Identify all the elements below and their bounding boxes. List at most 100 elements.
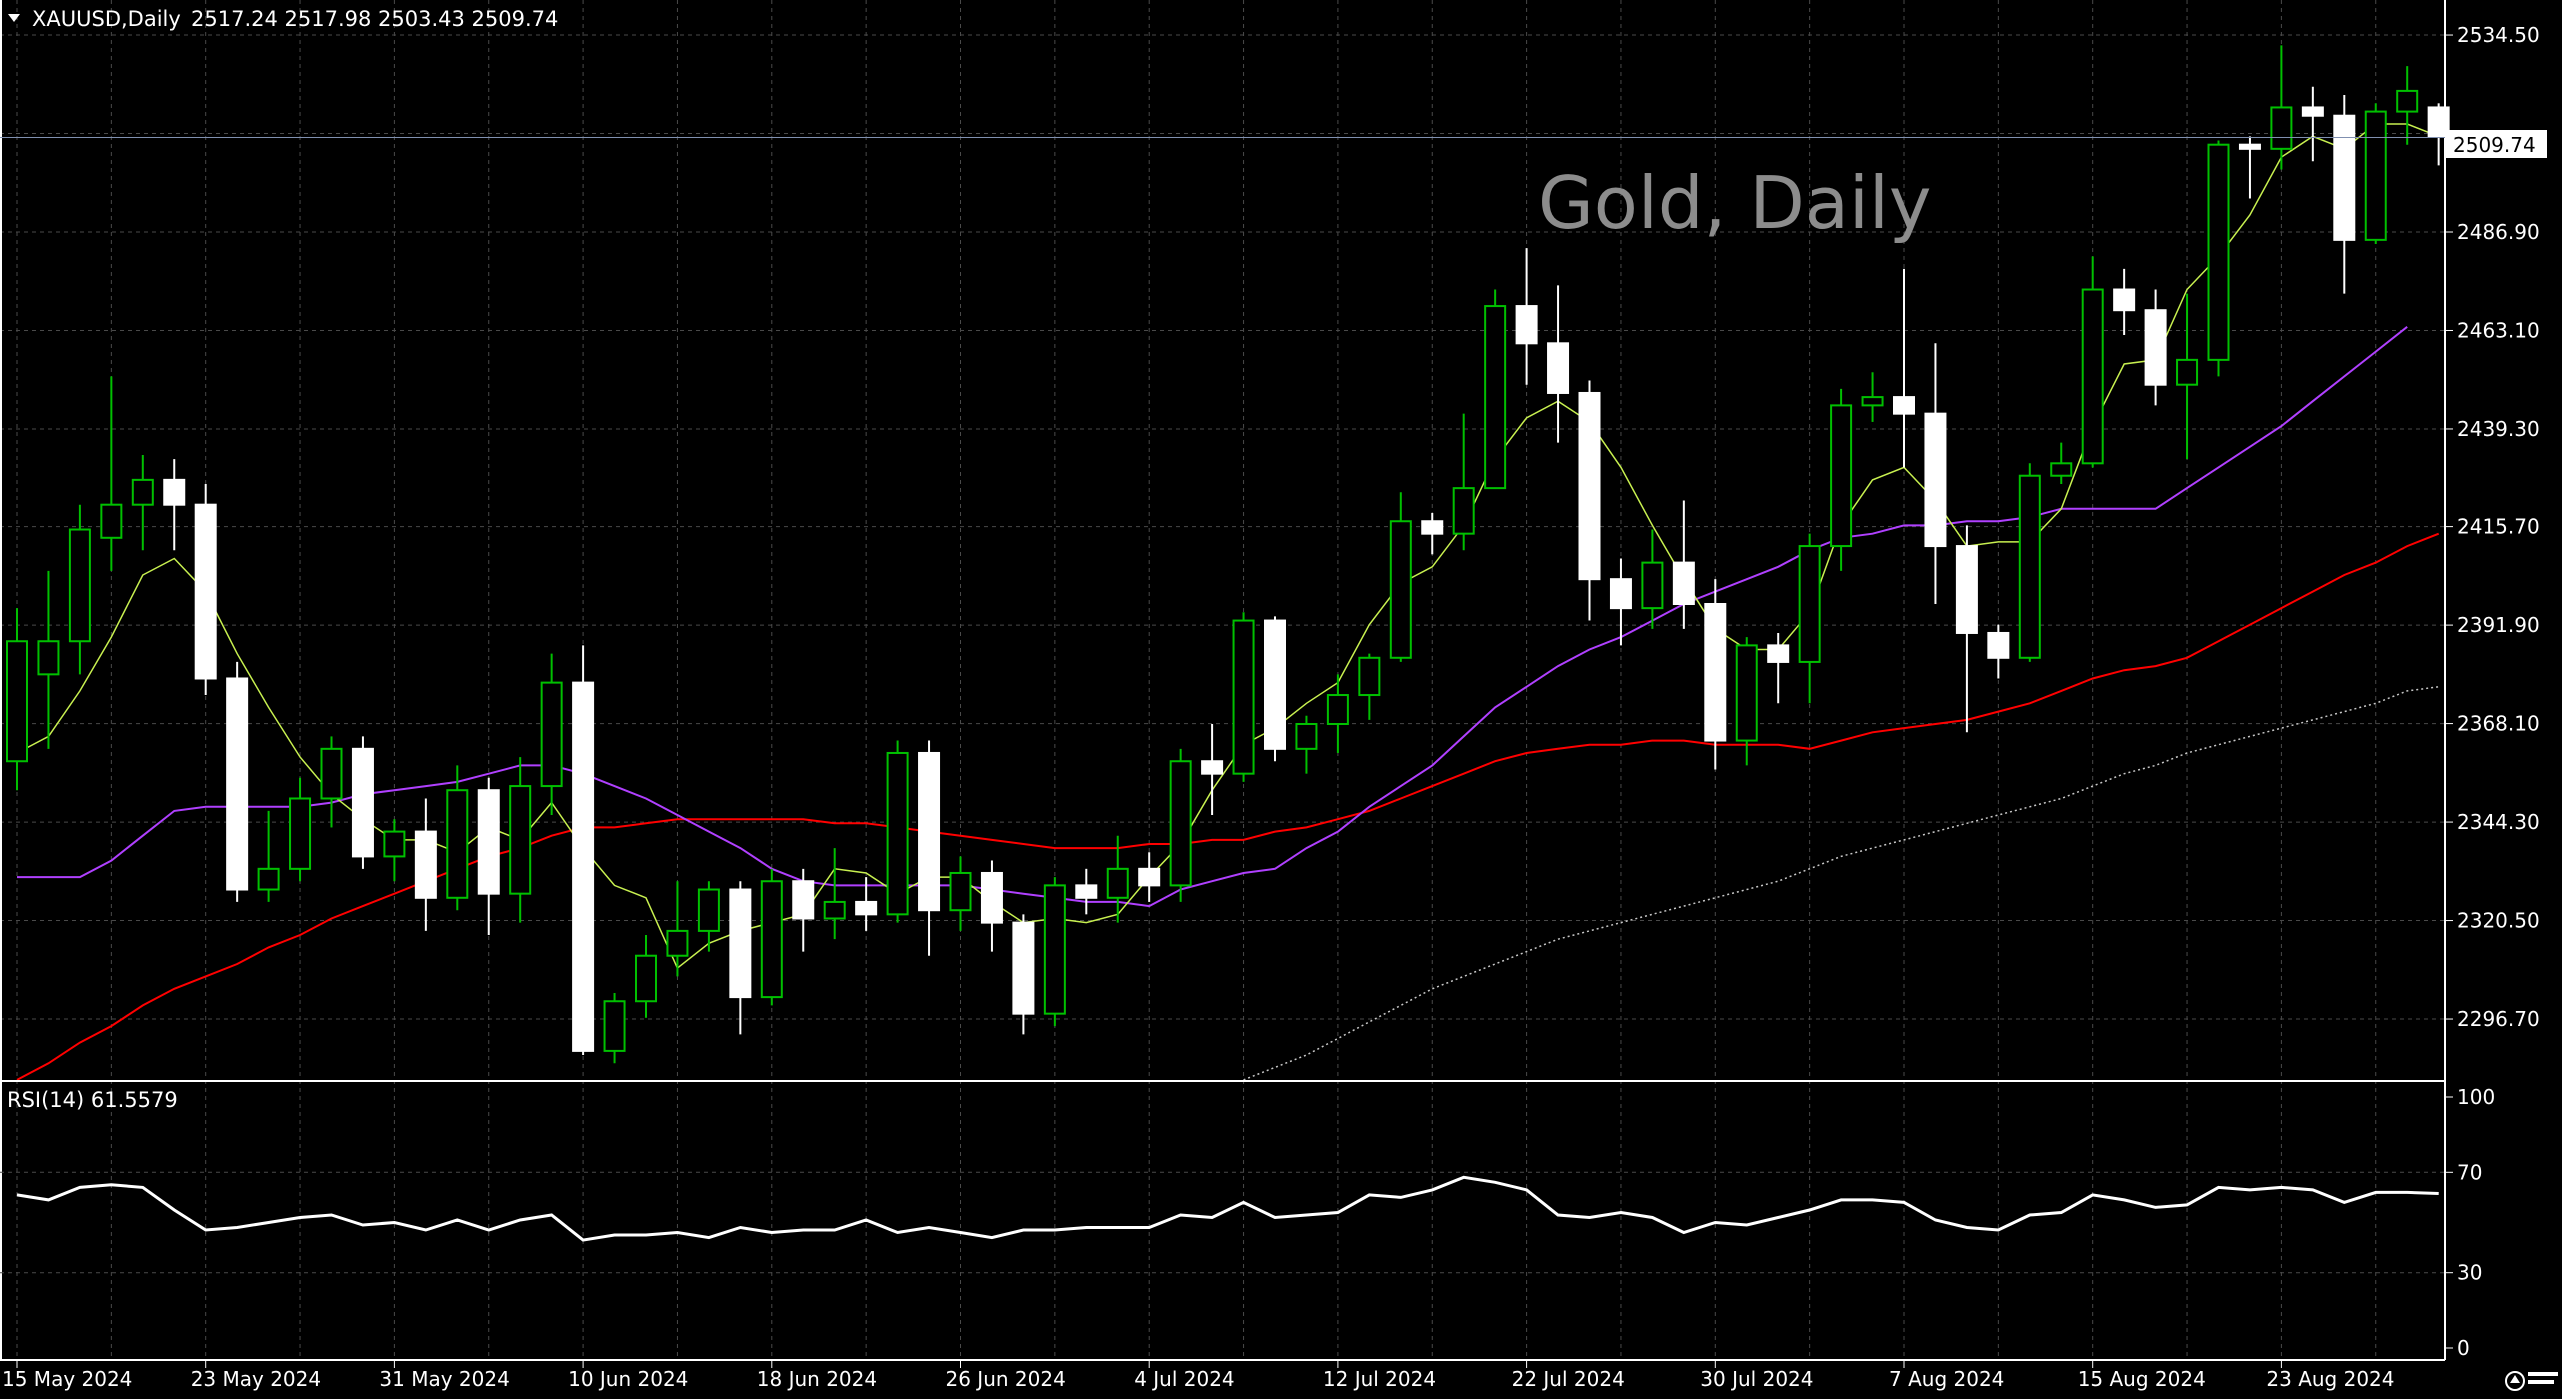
price-tick-label: 2391.90 bbox=[2457, 613, 2540, 637]
candle[interactable] bbox=[1893, 268, 1915, 468]
candle[interactable] bbox=[1358, 653, 1381, 720]
candle[interactable] bbox=[2364, 103, 2387, 244]
candle[interactable] bbox=[1578, 380, 1601, 621]
collapse-triangle-icon[interactable] bbox=[8, 14, 20, 22]
candle[interactable] bbox=[1735, 637, 1758, 766]
candle[interactable] bbox=[855, 877, 878, 931]
candle[interactable] bbox=[2144, 289, 2167, 406]
candle[interactable] bbox=[1609, 558, 1632, 646]
time-tick-label: 12 Jul 2024 bbox=[1323, 1367, 1436, 1391]
candle[interactable] bbox=[1641, 529, 1664, 629]
candle-body bbox=[37, 640, 60, 676]
candle[interactable] bbox=[383, 819, 406, 882]
candle[interactable] bbox=[1484, 289, 1507, 490]
candle[interactable] bbox=[1672, 500, 1695, 629]
candle[interactable] bbox=[1704, 579, 1727, 770]
candle[interactable] bbox=[257, 810, 280, 902]
candle-body bbox=[163, 478, 186, 506]
candle-body bbox=[1515, 305, 1538, 345]
candle[interactable] bbox=[351, 736, 374, 869]
candle[interactable] bbox=[1452, 413, 1475, 551]
candle[interactable] bbox=[226, 661, 249, 902]
candle[interactable] bbox=[1767, 632, 1790, 704]
candle[interactable] bbox=[1012, 914, 1035, 1035]
candle[interactable] bbox=[509, 757, 532, 923]
candle-body bbox=[666, 929, 689, 957]
candle[interactable] bbox=[1169, 748, 1192, 902]
candle[interactable] bbox=[414, 798, 437, 931]
candle[interactable] bbox=[1389, 492, 1412, 662]
candle[interactable] bbox=[2050, 442, 2073, 484]
candle[interactable] bbox=[760, 868, 783, 1006]
candle[interactable] bbox=[68, 504, 91, 675]
candle[interactable] bbox=[2081, 256, 2104, 468]
candle[interactable] bbox=[1861, 372, 1884, 422]
candle[interactable] bbox=[572, 645, 595, 1056]
candle[interactable] bbox=[603, 992, 626, 1064]
candle[interactable] bbox=[1201, 724, 1224, 816]
candle[interactable] bbox=[2018, 463, 2041, 662]
price-tick-label: 2486.90 bbox=[2457, 220, 2540, 244]
candle[interactable] bbox=[1295, 715, 1318, 774]
candle-body bbox=[320, 747, 343, 800]
candle[interactable] bbox=[1075, 868, 1098, 915]
candle[interactable] bbox=[2301, 86, 2324, 162]
candle[interactable] bbox=[2427, 103, 2450, 166]
ma-long-line bbox=[1243, 686, 2439, 1081]
candle[interactable] bbox=[729, 881, 752, 1035]
candle[interactable] bbox=[289, 777, 312, 882]
candle[interactable] bbox=[1955, 525, 1978, 733]
time-tick-label: 18 Jun 2024 bbox=[757, 1367, 877, 1391]
candle[interactable] bbox=[2113, 268, 2136, 336]
candle[interactable] bbox=[540, 653, 563, 816]
candle[interactable] bbox=[792, 868, 815, 952]
candle[interactable] bbox=[980, 860, 1003, 952]
candle[interactable] bbox=[635, 935, 657, 1018]
candle[interactable] bbox=[1138, 852, 1161, 902]
rsi-panel[interactable]: 100 70 30 0 bbox=[0, 1085, 2495, 1360]
candle[interactable] bbox=[1515, 248, 1538, 385]
candle[interactable] bbox=[2396, 66, 2419, 145]
candle[interactable] bbox=[2207, 140, 2230, 377]
candle[interactable] bbox=[163, 459, 186, 551]
candle[interactable] bbox=[194, 484, 217, 696]
candle-body bbox=[729, 888, 752, 999]
candle-body bbox=[2081, 288, 2104, 465]
candle[interactable] bbox=[6, 608, 28, 791]
candle[interactable] bbox=[131, 455, 154, 551]
candle[interactable] bbox=[2238, 136, 2261, 199]
candle-body bbox=[1987, 631, 2010, 659]
candle[interactable] bbox=[1924, 343, 1947, 604]
candles[interactable] bbox=[6, 45, 2450, 1064]
candle[interactable] bbox=[886, 740, 909, 923]
candle[interactable] bbox=[477, 777, 500, 936]
candle[interactable] bbox=[1326, 674, 1349, 753]
candle[interactable] bbox=[666, 881, 689, 977]
candle[interactable] bbox=[1043, 877, 1066, 1027]
candle[interactable] bbox=[1798, 533, 1821, 704]
candle[interactable] bbox=[2333, 95, 2356, 294]
candle[interactable] bbox=[1830, 388, 1853, 571]
price-tick-label: 2320.50 bbox=[2457, 909, 2540, 933]
candle[interactable] bbox=[697, 881, 720, 952]
candle[interactable] bbox=[37, 570, 60, 749]
price-tick-label: 2344.30 bbox=[2457, 810, 2540, 834]
candle[interactable] bbox=[320, 736, 343, 828]
candle[interactable] bbox=[1421, 512, 1444, 555]
candle[interactable] bbox=[1987, 624, 2010, 679]
candle[interactable] bbox=[1547, 285, 1570, 443]
candle[interactable] bbox=[446, 765, 469, 911]
candle-body bbox=[2270, 106, 2293, 150]
candle[interactable] bbox=[823, 848, 846, 940]
candle[interactable] bbox=[100, 376, 123, 571]
candle[interactable] bbox=[1232, 612, 1255, 782]
candle-body bbox=[760, 880, 783, 999]
candle[interactable] bbox=[949, 856, 972, 931]
candle[interactable] bbox=[2176, 293, 2199, 460]
candle[interactable] bbox=[1106, 835, 1129, 923]
candle[interactable] bbox=[1264, 616, 1286, 762]
candle[interactable] bbox=[2270, 45, 2293, 170]
candle-body bbox=[603, 1000, 626, 1052]
candle[interactable] bbox=[918, 740, 941, 956]
